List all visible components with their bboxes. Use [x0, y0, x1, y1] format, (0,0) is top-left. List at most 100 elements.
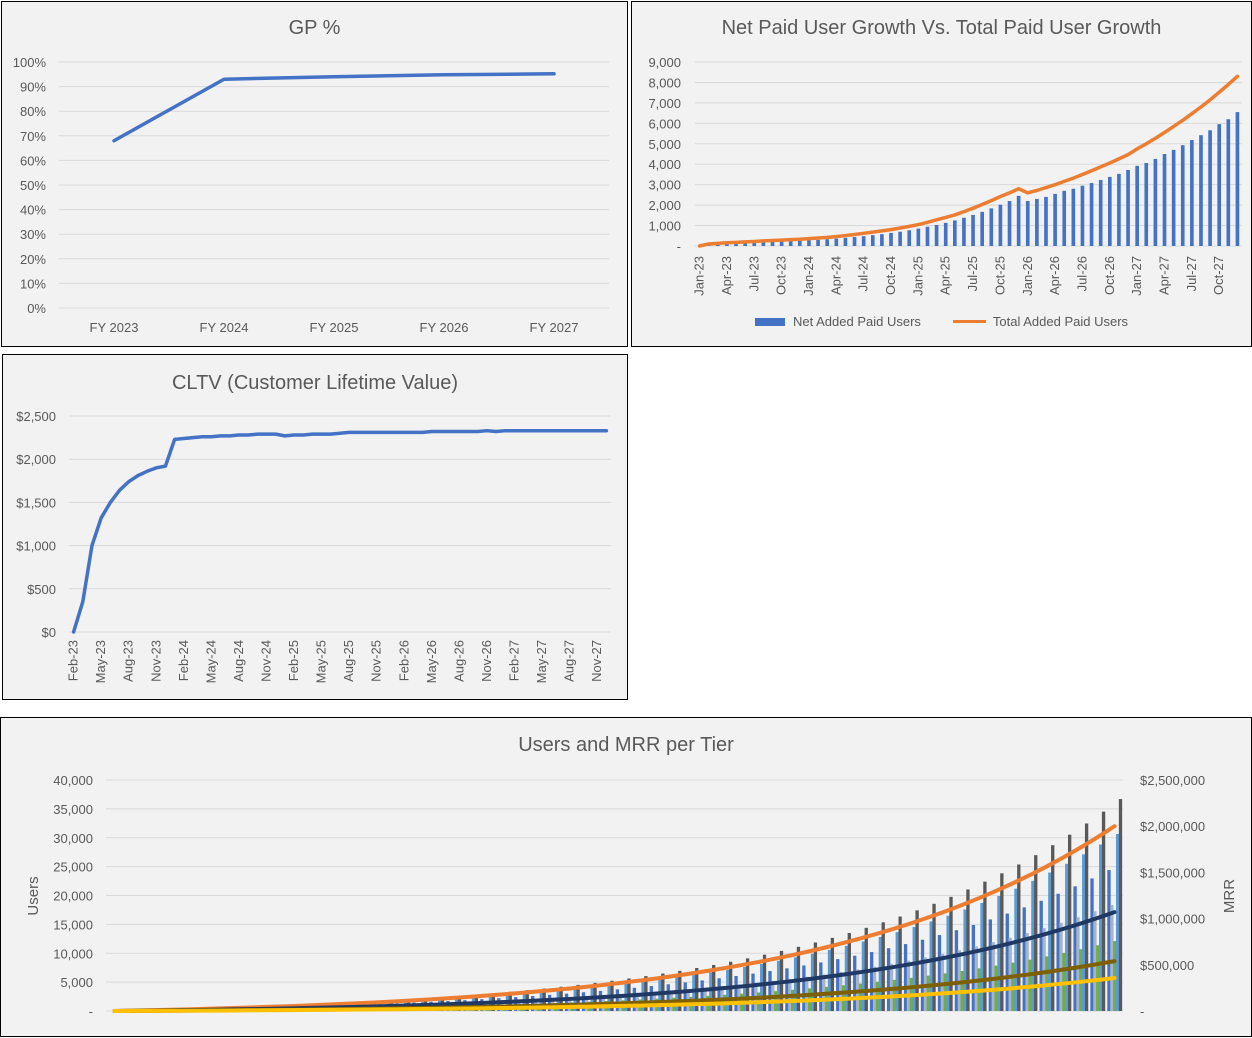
tier-users-bar — [845, 946, 848, 1011]
net-added-bar — [1090, 183, 1094, 246]
net-added-bar — [1017, 196, 1021, 246]
x-tick-label: Nov-25 — [369, 640, 384, 682]
tier-users-bar — [913, 927, 916, 1011]
x-tick-label: Feb-24 — [176, 640, 191, 681]
x-tick-label: Feb-27 — [507, 640, 522, 681]
x-tick-label: Feb-26 — [396, 640, 411, 681]
tier-users-bar — [1040, 901, 1043, 1011]
x-tick-label: Oct-23 — [774, 256, 789, 295]
gp-line — [114, 74, 554, 141]
x-tick-label: Jan-26 — [1020, 256, 1035, 296]
tier-users-bar — [1073, 886, 1076, 1011]
x-tick-label: Aug-26 — [451, 640, 466, 682]
net-added-bar — [871, 235, 875, 246]
net-added-bar — [1053, 194, 1057, 246]
net-added-bar — [1217, 124, 1221, 246]
net-added-bar — [1199, 135, 1203, 246]
x-tick-label: Oct-26 — [1102, 256, 1117, 295]
tier-users-bar — [768, 971, 771, 1011]
net-added-bar — [917, 229, 921, 246]
y-tick-label: 40% — [20, 203, 46, 218]
y-tick-label: 100% — [13, 55, 47, 70]
tier-users-bar — [684, 982, 687, 1011]
y-tick-label: 3,000 — [648, 178, 681, 193]
x-tick-label: Apr-25 — [938, 256, 953, 295]
x-tick-label: Feb-25 — [286, 640, 301, 681]
net-added-bar — [1108, 177, 1112, 246]
net-added-bar — [771, 242, 775, 246]
x-tick-label: May-26 — [424, 640, 439, 683]
x-tick-label: FY 2026 — [420, 320, 469, 335]
y-tick-label: 0% — [27, 301, 46, 316]
y-tick-label: 50% — [20, 178, 46, 193]
tier-users-bar — [1006, 914, 1009, 1011]
x-tick-label: Feb-23 — [66, 640, 81, 681]
tier-users-bar — [1023, 907, 1026, 1011]
legend: Net Added Paid Users Total Added Paid Us… — [755, 314, 1128, 329]
y-tick-label: 25,000 — [53, 860, 93, 875]
net-added-bar — [926, 227, 930, 246]
tier-users-bar — [1099, 844, 1102, 1011]
x-tick-label: Oct-27 — [1211, 256, 1226, 295]
x-tick-label: FY 2024 — [200, 320, 249, 335]
net-added-bar — [1227, 119, 1231, 246]
y-tick-label: 10,000 — [53, 946, 93, 961]
tier-users-bar — [785, 968, 788, 1011]
tier-users-bar — [853, 956, 856, 1011]
tier-users-bar — [862, 942, 865, 1011]
tier-users-bar — [989, 919, 992, 1011]
x-tick-label: Jul-24 — [856, 256, 871, 291]
gp-chart: 0%10%20%30%40%50%60%70%80%90%100%FY 2023… — [2, 2, 629, 348]
tier-users-bar — [836, 959, 839, 1011]
net-added-bar — [853, 237, 857, 246]
tier-users-bar — [1082, 854, 1085, 1011]
net-added-bar — [1072, 189, 1076, 246]
net-added-bar — [1144, 163, 1148, 246]
tier-users-bar — [896, 932, 899, 1011]
net-added-bar — [980, 212, 984, 246]
x-tick-label: May-25 — [314, 640, 329, 683]
net-added-bar — [780, 242, 784, 246]
net-added-bar — [862, 236, 866, 246]
paid-users-chart: -1,0002,0003,0004,0005,0006,0007,0008,00… — [632, 2, 1252, 348]
tier-users-bar — [1031, 881, 1034, 1011]
y-tick-label: $2,500 — [16, 409, 56, 424]
net-added-bar — [834, 239, 838, 246]
tier-users-bar — [819, 962, 822, 1011]
x-tick-label: May-27 — [534, 640, 549, 683]
tier-users-bar — [972, 925, 975, 1011]
net-added-bar — [844, 238, 848, 246]
tier-users-bar — [1048, 873, 1051, 1011]
net-added-bar — [962, 218, 966, 246]
x-tick-label: Aug-23 — [121, 640, 136, 682]
net-added-bar — [1026, 201, 1030, 246]
y-tick-label: 7,000 — [648, 96, 681, 111]
tier-users-bar — [904, 944, 907, 1011]
y-tick-label: 90% — [20, 80, 46, 95]
tier-users-bar — [1110, 905, 1113, 1011]
y-tick-label: 15,000 — [53, 917, 93, 932]
x-tick-label: Jul-27 — [1184, 256, 1199, 291]
x-tick-label: FY 2025 — [310, 320, 359, 335]
tier-users-bar — [938, 935, 941, 1011]
x-tick-label: Jul-26 — [1074, 256, 1089, 291]
y-tick-label: - — [89, 1004, 93, 1019]
y-tick-label: - — [677, 239, 681, 254]
net-added-bar — [971, 215, 975, 246]
net-added-bar — [953, 220, 957, 246]
net-added-bar — [1062, 191, 1066, 246]
y-tick-label: 10% — [20, 276, 46, 291]
y-tick-label: 6,000 — [648, 116, 681, 131]
y-tick-label: 5,000 — [648, 137, 681, 152]
net-added-bar — [1208, 130, 1212, 246]
y-tick-label: $1,000 — [16, 539, 56, 554]
tier-users-bar — [980, 903, 983, 1011]
y-tick-label: 80% — [20, 104, 46, 119]
tier-users-bar — [921, 940, 924, 1011]
net-added-bar — [1126, 170, 1130, 246]
y-tick-label: $1,500 — [16, 495, 56, 510]
y2-tick-label: $1,500,000 — [1140, 865, 1205, 880]
tier-users-bar — [1056, 894, 1059, 1011]
y-tick-label: 5,000 — [60, 975, 93, 990]
